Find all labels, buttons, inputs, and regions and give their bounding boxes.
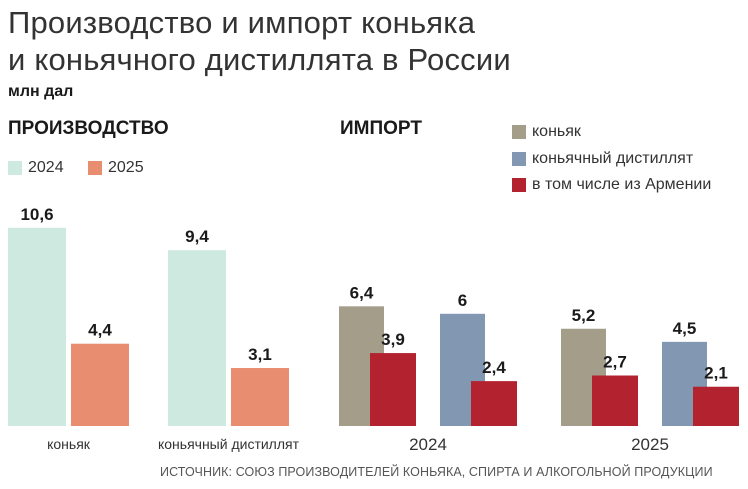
import-year-label-1: 2025 [631, 435, 669, 454]
import-year-label-0: 2024 [409, 435, 447, 454]
production-value-label-0-1: 4,4 [88, 321, 112, 340]
import-distillate-armenia-value-1: 2,1 [704, 364, 728, 383]
legend-distillate: коньячный дистиллят [512, 150, 693, 168]
production-category-label-0: коньяк [47, 436, 91, 452]
production-bar-0-1 [71, 343, 129, 426]
legend-2024: 2024 [8, 159, 64, 177]
legend-armenia: в том числе из Армении [512, 176, 711, 194]
production-value-label-1-1: 3,1 [248, 345, 272, 364]
chart-title-line-1: Производство и импорт коньяка [8, 5, 476, 40]
legend-armenia-swatch [512, 178, 526, 192]
production-bar-1-1 [231, 368, 289, 426]
import-cognac-value-0: 6,4 [350, 283, 374, 302]
import-distillate-value-1: 4,5 [673, 319, 697, 338]
legend-distillate-label: коньячный дистиллят [532, 150, 694, 167]
unit-label: млн дал [8, 83, 74, 100]
import-cognac-armenia-bar-1 [592, 375, 638, 426]
production-value-label-1-0: 9,4 [185, 227, 209, 246]
legend-2024-label: 2024 [28, 159, 64, 176]
legend-2024-swatch [8, 161, 22, 175]
legend-distillate-swatch [512, 152, 526, 166]
import-section-title: ИМПОРТ [340, 118, 422, 139]
production-bar-1-0 [168, 250, 226, 426]
legend-cognac: коньяк [512, 123, 581, 141]
source-note: ИСТОЧНИК: СОЮЗ ПРОИЗВОДИТЕЛЕЙ КОНЬЯКА, С… [160, 465, 713, 479]
legend-2025-label: 2025 [108, 159, 144, 176]
production-category-label-1: коньячный дистиллят [158, 436, 300, 452]
legend-2025: 2025 [88, 159, 144, 177]
production-bar-0-0 [8, 227, 66, 426]
import-cognac-armenia-bar-0 [370, 353, 416, 426]
import-distillate-armenia-bar-0 [471, 381, 517, 426]
legend-cognac-swatch [512, 125, 526, 139]
import-cognac-armenia-value-1: 2,7 [603, 353, 627, 372]
chart-title-line-2: и коньячного дистиллята в России [8, 42, 511, 77]
legend-2025-swatch [88, 161, 102, 175]
import-distillate-armenia-bar-1 [693, 386, 739, 426]
production-value-label-0-0: 10,6 [20, 205, 53, 224]
legend-cognac-label: коньяк [532, 123, 581, 140]
legend-armenia-label: в том числе из Армении [532, 176, 712, 193]
import-cognac-value-1: 5,2 [572, 306, 596, 325]
production-section-title: ПРОИЗВОДСТВО [8, 118, 169, 139]
import-cognac-armenia-value-0: 3,9 [381, 330, 405, 349]
import-distillate-value-0: 6 [458, 291, 467, 310]
import-distillate-armenia-value-0: 2,4 [482, 358, 506, 377]
